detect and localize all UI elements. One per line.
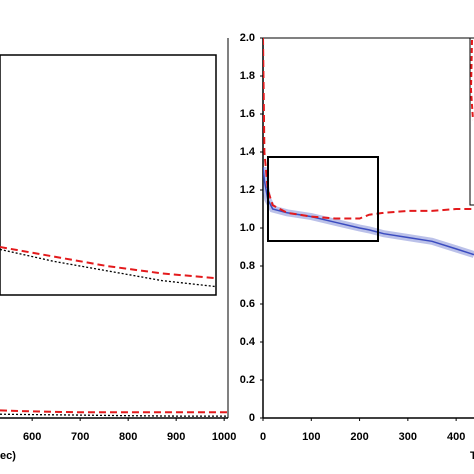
right-inset-curve (469, 39, 474, 121)
x-axis-label: T (470, 450, 474, 462)
x-tick-label: 800 (119, 431, 137, 443)
y-tick-label: 0.2 (240, 374, 255, 386)
y-tick-label: 1.4 (240, 146, 256, 158)
x-tick-label: 400 (447, 431, 465, 443)
y-tick-label: 0.8 (240, 260, 255, 272)
y-tick-label: 1.6 (240, 108, 255, 120)
x-tick-label: 100 (302, 431, 320, 443)
y-tick-label: 1.8 (240, 70, 255, 82)
y-tick-label: 2.0 (240, 32, 255, 44)
y-tick-label: 0 (249, 412, 255, 424)
x-tick-label: 0 (260, 431, 266, 443)
x-tick-label: 900 (167, 431, 185, 443)
left-inset-frame (0, 54, 217, 296)
y-tick-label: 1.2 (240, 184, 255, 196)
x-tick-label: 600 (23, 431, 41, 443)
y-tick-label: 0.4 (240, 336, 256, 348)
series-line (0, 246, 216, 280)
series-line (263, 37, 474, 220)
y-tick-label: 0.6 (240, 298, 255, 310)
right-inset-frame (469, 37, 474, 206)
x-tick-label: 300 (399, 431, 417, 443)
y-tick-label: 1.0 (240, 222, 255, 234)
x-tick-label: 200 (350, 431, 368, 443)
series-line (0, 413, 228, 417)
zoom-box (267, 156, 379, 242)
x-tick-label: 700 (71, 431, 89, 443)
series-line (0, 248, 216, 288)
x-tick-label: 1000 (212, 431, 236, 443)
x-axis-label: ec) (0, 450, 16, 462)
series-line (0, 409, 228, 414)
